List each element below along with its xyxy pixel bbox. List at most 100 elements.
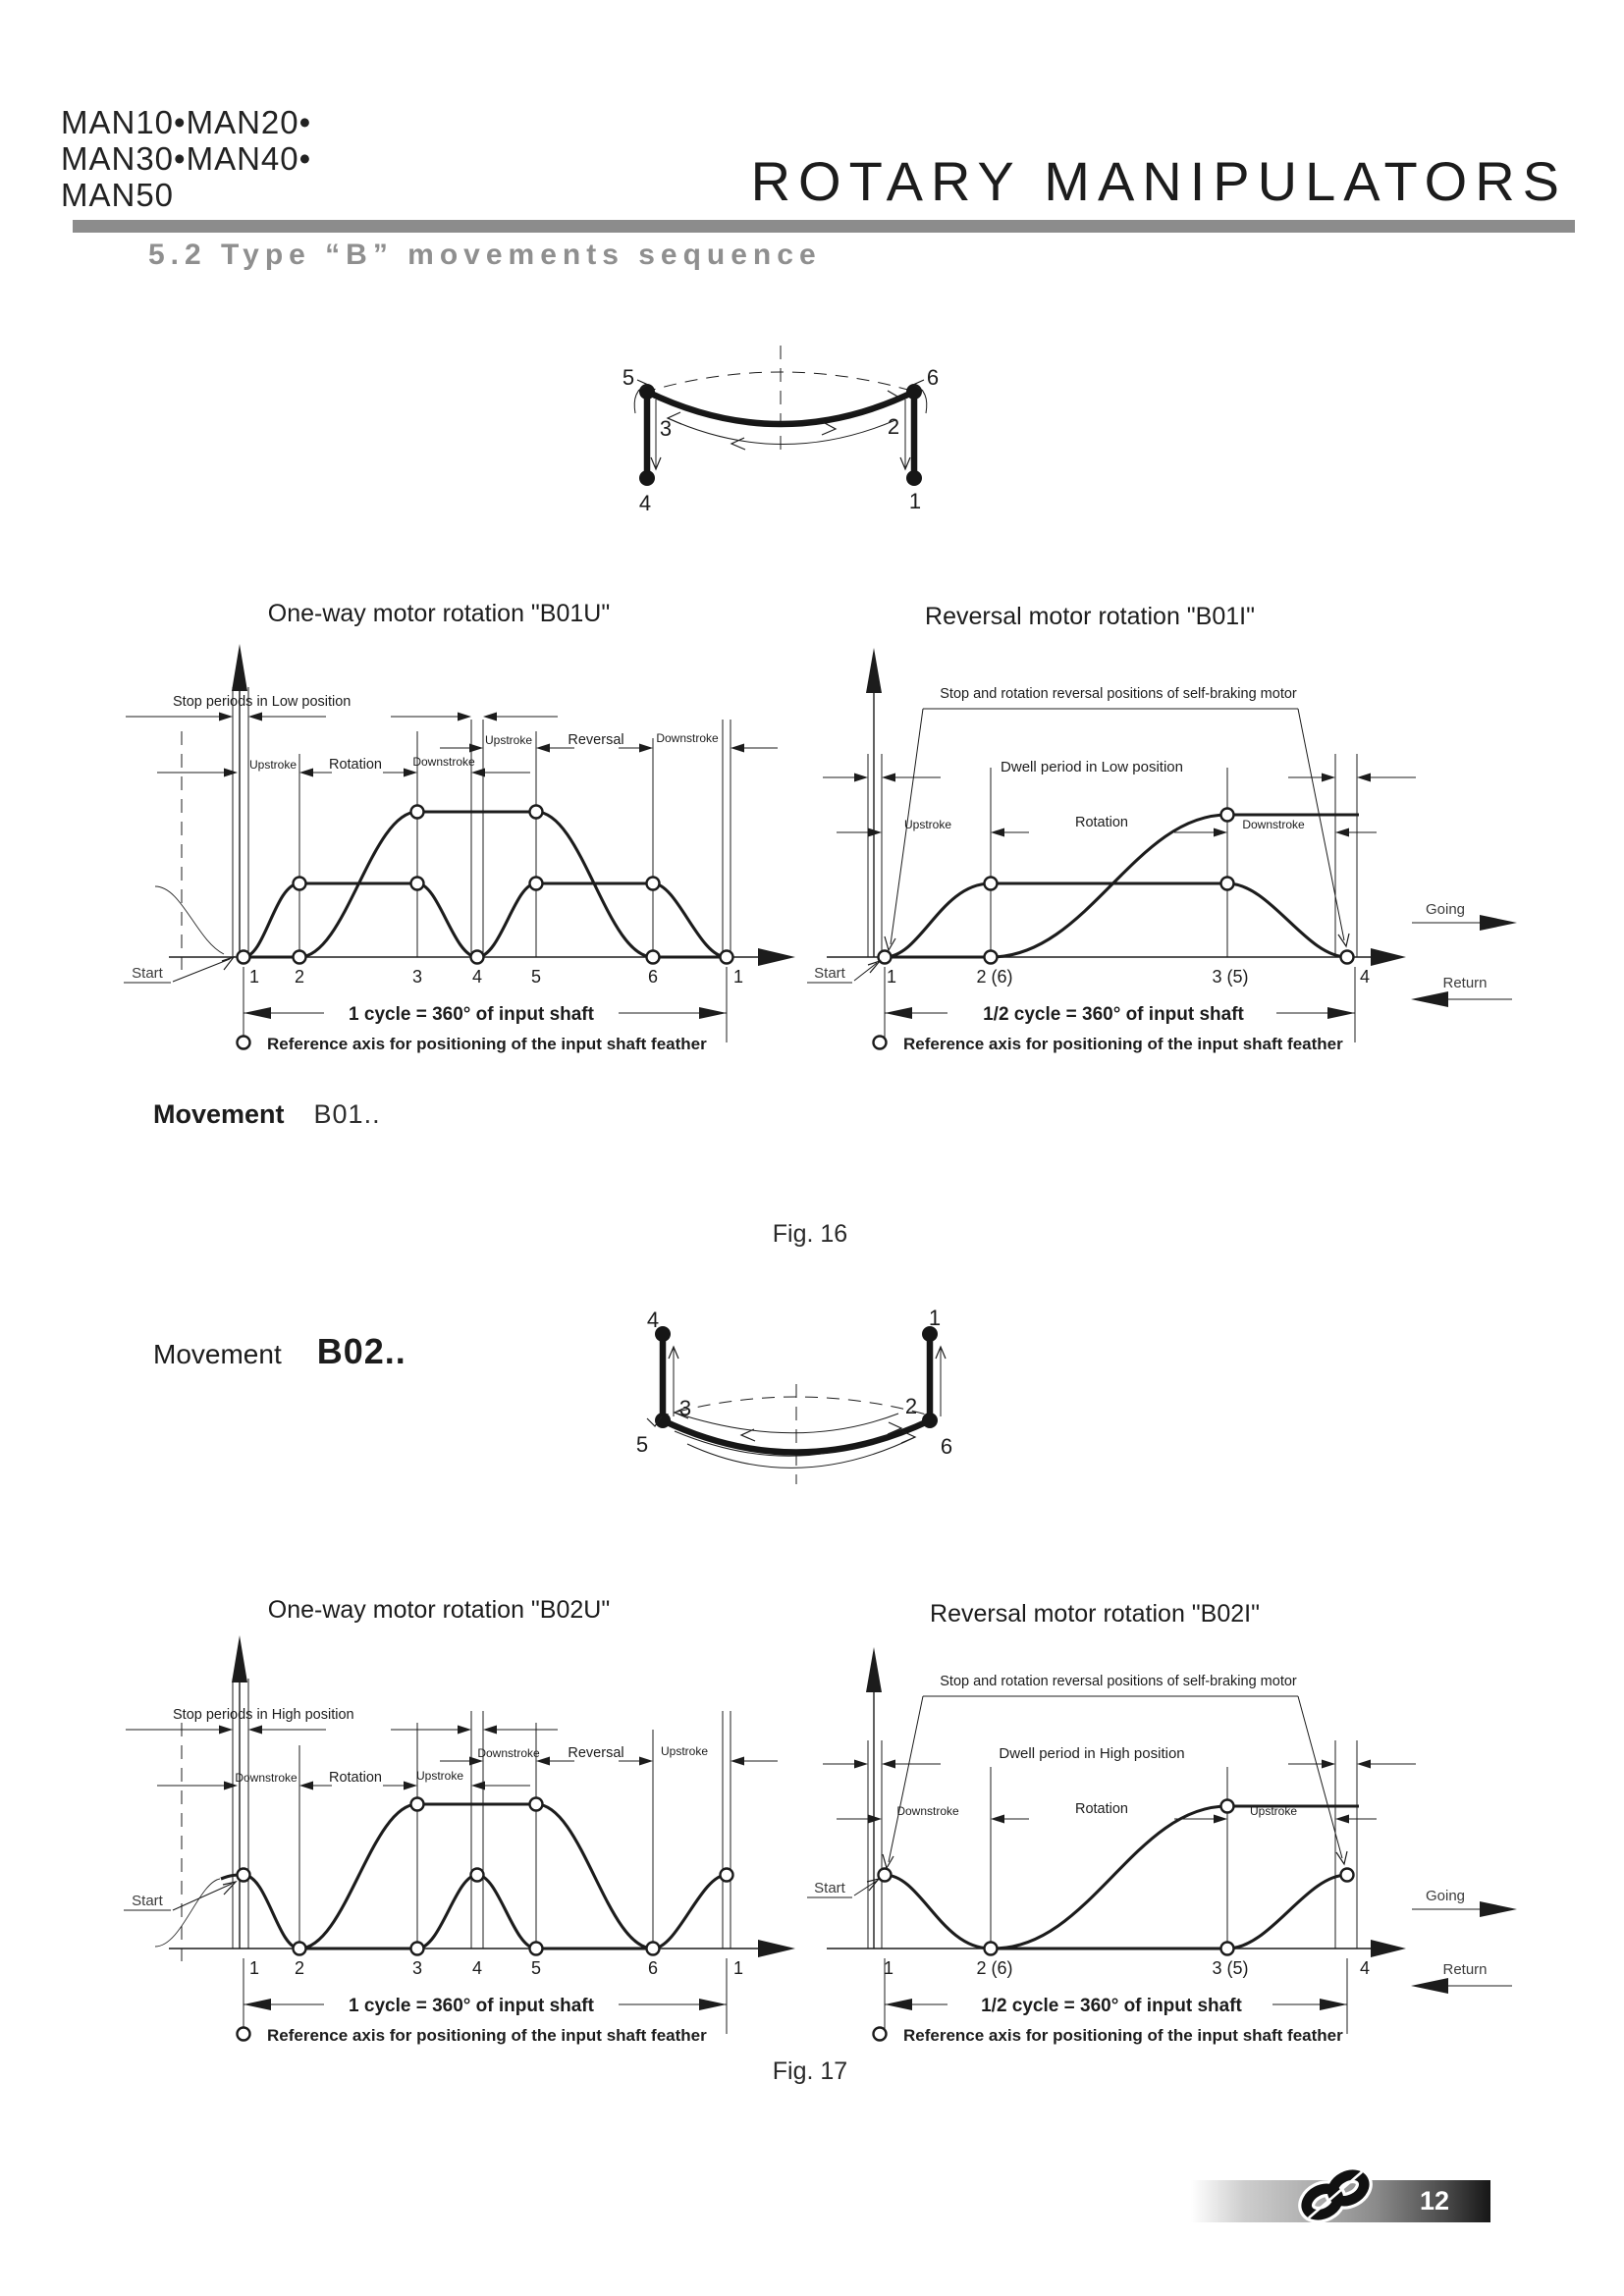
axis-tick: 6	[648, 967, 658, 987]
chart-title: One-way motor rotation "B02U"	[268, 1596, 610, 1624]
model-list: MAN10•MAN20• MAN30•MAN40• MAN50	[61, 104, 311, 213]
reference-legend: Reference axis for positioning of the in…	[872, 1035, 1343, 1053]
motion-curves	[154, 804, 734, 965]
position-label: 6	[941, 1434, 952, 1459]
position-label: 3	[679, 1396, 691, 1420]
reference-label: Reference axis for positioning of the in…	[267, 1035, 707, 1053]
phase-label: Downstroke	[1242, 818, 1305, 831]
reference-legend: Reference axis for positioning of the in…	[236, 2026, 707, 2045]
movement-code: B01..	[313, 1099, 381, 1129]
phase-label: Upstroke	[904, 818, 951, 831]
stop-label: Stop and rotation reversal positions of …	[940, 686, 1297, 702]
axis-ticks: 1 2 3 4 5 6 1	[249, 967, 743, 987]
phase-label: Rotation	[329, 1770, 382, 1786]
axis-tick: 2	[295, 1958, 304, 1978]
phase-dimensions: Upstroke Rotation Downstroke	[837, 815, 1377, 837]
going-label: Going	[1426, 901, 1465, 918]
phase-label: Downstroke	[477, 1746, 540, 1760]
motion-curves	[877, 1798, 1359, 1956]
model-line: MAN10•MAN20•	[61, 104, 312, 140]
axis-ticks: 1 2 3 4 5 6 1	[249, 1958, 743, 1978]
axis-tick: 4	[1360, 967, 1370, 987]
cycle-dimension: 1/2 cycle = 360° of input shaft	[884, 1958, 1348, 2034]
start-label: Start	[814, 1880, 846, 1896]
cycle-dimension: 1 cycle = 360° of input shaft	[243, 1958, 728, 2034]
motion-arrows	[646, 1345, 947, 1468]
dwell-dimension: Dwell period in Low position	[823, 759, 1416, 782]
movement-label: Movement	[153, 1339, 282, 1369]
chart-title: Reversal motor rotation "B02I"	[930, 1600, 1260, 1628]
header-divider-bar	[73, 220, 1575, 233]
phase-label: Rotation	[1075, 1801, 1128, 1817]
start-annotation: Start	[807, 959, 882, 984]
position-numbers: 4 1 3 2 5 6	[636, 1306, 952, 1459]
cycle-label: 1/2 cycle = 360° of input shaft	[983, 1004, 1244, 1025]
centerline	[655, 1384, 938, 1484]
axes	[827, 1647, 1406, 1957]
chart-title: One-way motor rotation "B01U"	[268, 600, 610, 627]
axis-tick: 2 (6)	[976, 967, 1012, 987]
dwell-dimension: Dwell period in High position	[823, 1745, 1416, 1769]
axis-tick: 4	[472, 1958, 482, 1978]
going-label: Going	[1426, 1888, 1465, 1904]
motion-curves	[154, 1796, 734, 1956]
axis-tick: 1	[887, 967, 896, 987]
movement-code: B02..	[316, 1331, 406, 1371]
model-line: MAN30•MAN40•	[61, 140, 312, 177]
manipulator-arc	[639, 384, 922, 486]
axis-tick: 1	[249, 1958, 259, 1978]
motion-arrows	[633, 379, 928, 471]
cycle-dimension: 1 cycle = 360° of input shaft	[243, 967, 728, 1042]
start-annotation: Start	[124, 1880, 238, 1911]
axis-tick: 4	[1360, 1958, 1370, 1978]
movement-b01-row: Movement B01..	[153, 1099, 381, 1130]
axis-tick: 6	[648, 1958, 658, 1978]
phase-dimensions: Downstroke Reversal Upstroke Downstroke …	[157, 1744, 778, 1790]
phase-dimensions: Downstroke Rotation Upstroke	[837, 1801, 1377, 1824]
phase-label: Upstroke	[249, 758, 297, 772]
axis-tick: 3 (5)	[1212, 967, 1248, 987]
centerline	[642, 346, 919, 450]
axes	[169, 1635, 795, 1961]
start-annotation: Start	[807, 1877, 881, 1898]
phase-label: Downstroke	[896, 1804, 959, 1818]
phase-label: Upstroke	[485, 733, 532, 747]
fig17-position-diagram: 4 1 3 2 5 6	[636, 1306, 952, 1484]
start-annotation: Start	[124, 955, 236, 984]
stop-label: Stop periods in High position	[173, 1707, 354, 1723]
phase-label: Downstroke	[656, 731, 719, 745]
phase-label: Downstroke	[412, 755, 475, 769]
going-return: Going Return	[1411, 1888, 1517, 1994]
chart-b02u: One-way motor rotation "B02U" Stop perio…	[124, 1596, 795, 2045]
axis-tick: 3	[412, 967, 422, 987]
stop-annotation: Stop and rotation reversal positions of …	[884, 686, 1350, 952]
axis-tick: 5	[531, 967, 541, 987]
stop-period-dimension: Stop periods in Low position	[126, 694, 558, 721]
cycle-label: 1/2 cycle = 360° of input shaft	[981, 1996, 1242, 2016]
figure-caption: Fig. 17	[772, 2057, 848, 2085]
model-line: MAN50	[61, 177, 175, 213]
phase-label: Reversal	[568, 1745, 623, 1761]
position-label: 4	[647, 1308, 659, 1332]
stop-label: Stop periods in Low position	[173, 694, 351, 710]
document-title: ROTARY MANIPULATORS	[750, 150, 1567, 212]
reference-label: Reference axis for positioning of the in…	[267, 2026, 707, 2045]
going-return: Going Return	[1411, 901, 1517, 1007]
position-label: 2	[888, 414, 899, 439]
return-label: Return	[1442, 975, 1487, 991]
axis-tick: 5	[531, 1958, 541, 1978]
chart-b02i: Reversal motor rotation "B02I" Stop and …	[807, 1600, 1517, 2045]
chart-b01i: Reversal motor rotation "B01I" Stop and …	[807, 603, 1517, 1053]
axis-tick: 1	[733, 1958, 743, 1978]
axis-tick: 2	[295, 967, 304, 987]
start-label: Start	[132, 965, 164, 982]
position-label: 5	[636, 1432, 648, 1457]
axis-ticks: 1 2 (6) 3 (5) 4	[884, 1958, 1370, 1978]
return-label: Return	[1442, 1961, 1487, 1978]
axis-tick: 3	[412, 1958, 422, 1978]
axis-tick: 4	[472, 967, 482, 987]
axis-ticks: 1 2 (6) 3 (5) 4	[887, 967, 1370, 987]
reference-label: Reference axis for positioning of the in…	[903, 1035, 1343, 1053]
position-label: 1	[909, 489, 921, 513]
